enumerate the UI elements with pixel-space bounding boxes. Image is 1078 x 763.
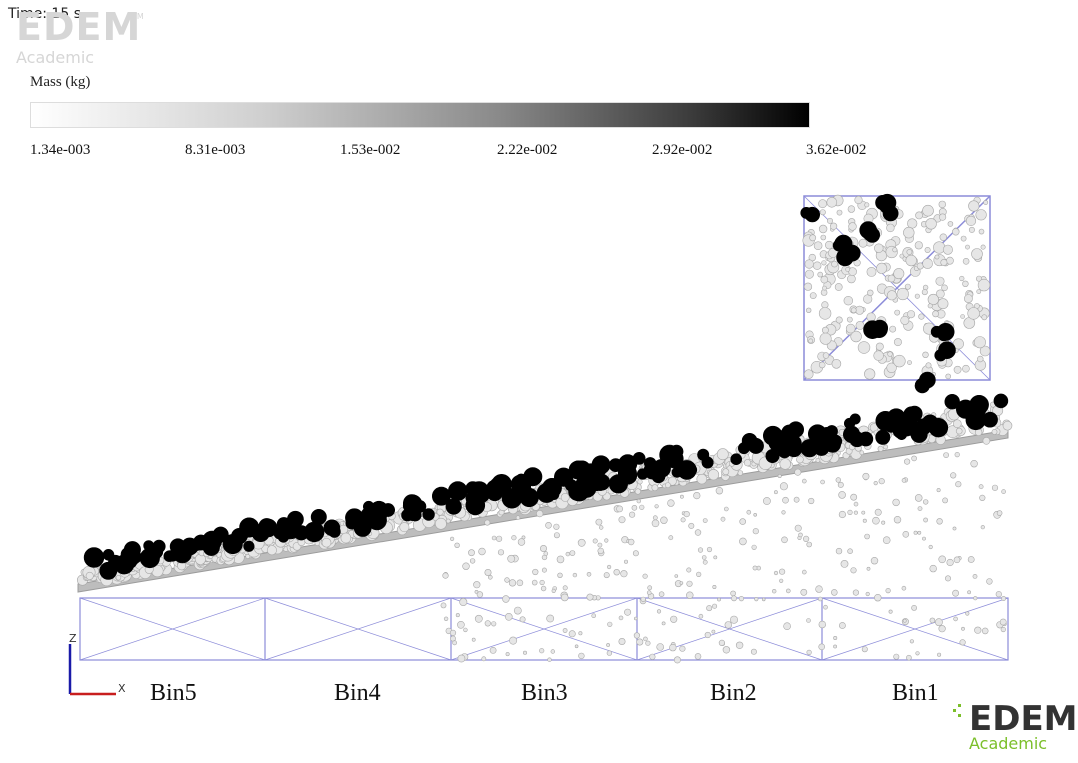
legend-tick: 2.22e-002 [497,142,558,158]
edem-watermark-bottom: EDEM Academic [953,699,1078,753]
bin-label: Bin1 [892,680,939,706]
bin-label: Bin3 [521,680,568,706]
watermark-tm: TM [132,12,144,21]
particle-cloud [77,193,1013,664]
legend-title: Mass (kg) [30,74,91,90]
axis-x-label: X [118,682,126,695]
legend-tick: 2.92e-002 [652,142,713,158]
bins-frame [79,597,1009,661]
axis-z-label: Z [69,632,77,645]
legend-tick: 8.31e-003 [185,142,246,158]
axis-triad [68,644,116,696]
legend-tick: 1.34e-003 [30,142,91,158]
watermark-edem-text: EDEM [969,699,1078,739]
bin-label: Bin4 [334,680,381,706]
legend-tick: 3.62e-002 [806,142,867,158]
edem-logo-dots-icon [953,704,961,717]
edem-watermark-top: EDEM TM Academic [16,5,144,67]
mass-color-scale [30,102,810,128]
watermark-academic-text: Academic [16,48,95,67]
bin-label: Bin2 [710,680,757,706]
bin-label: Bin5 [150,680,197,706]
watermark-edem-text: EDEM [16,5,142,49]
legend-tick: 1.53e-002 [340,142,401,158]
watermark-academic-text: Academic [969,734,1048,753]
time-readout: Time: 15 s [8,6,81,22]
